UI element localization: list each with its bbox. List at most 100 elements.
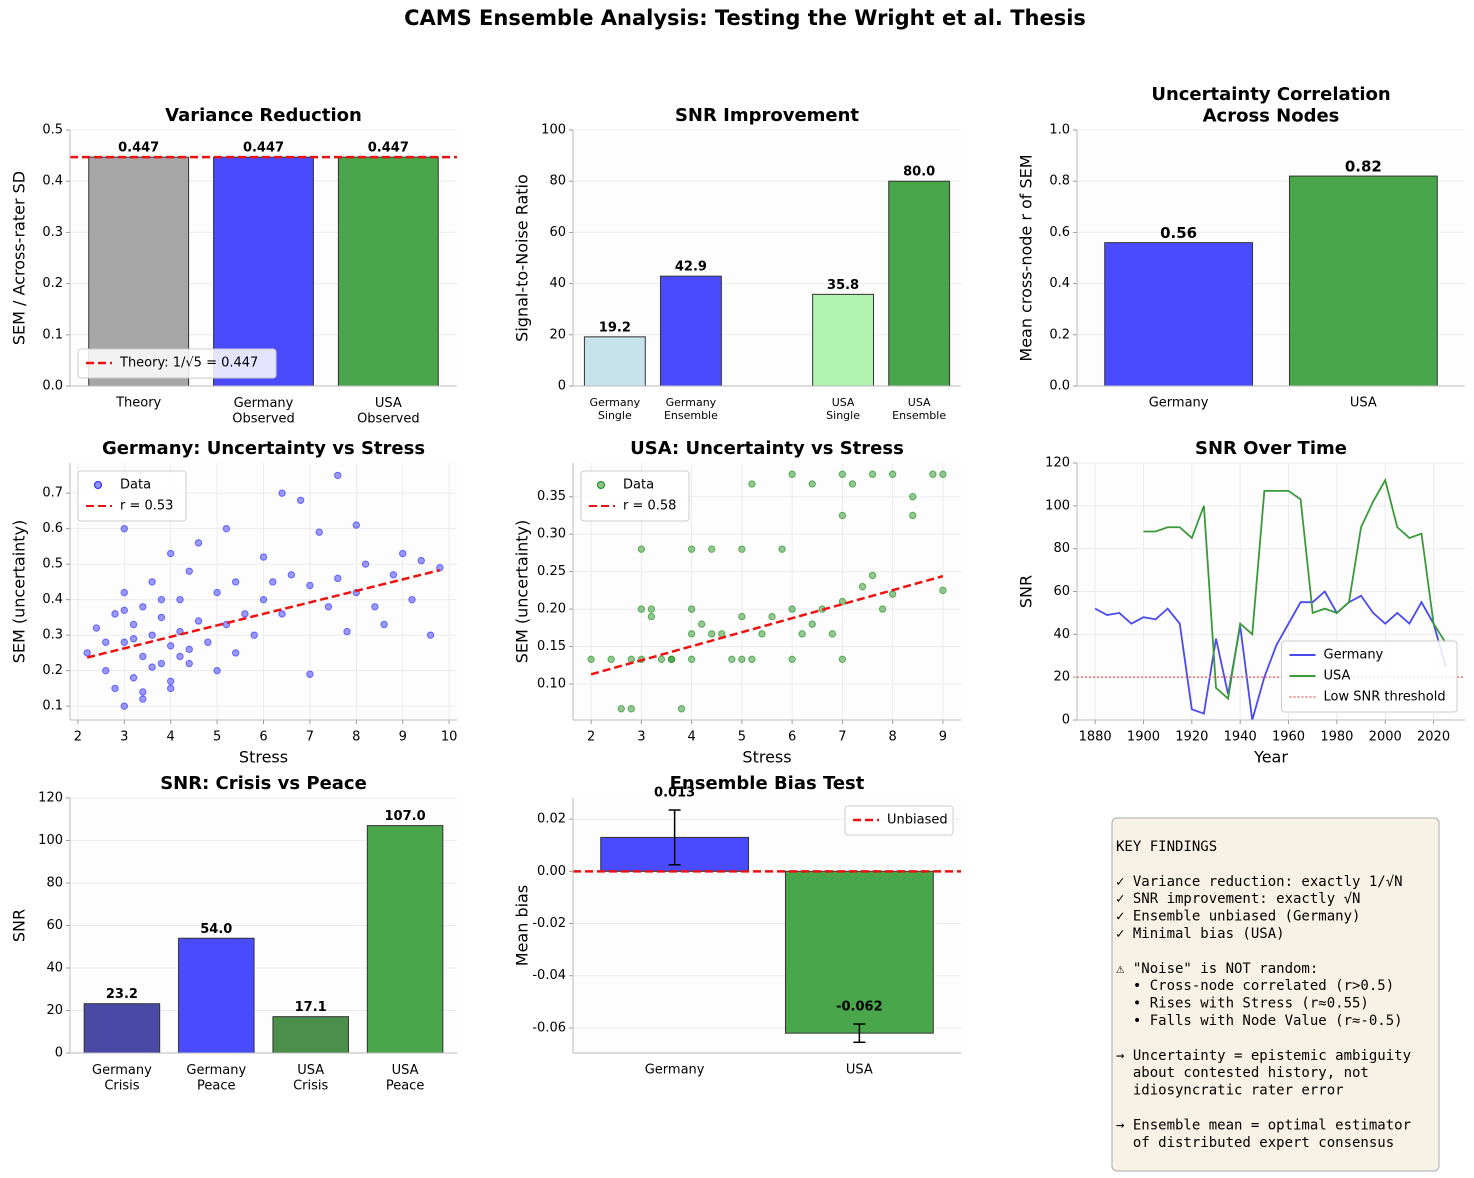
bar	[366, 825, 444, 1054]
x-tick-label: 1920	[1175, 730, 1208, 745]
scatter-point	[371, 603, 379, 611]
y-axis-label: Mean bias	[513, 885, 532, 966]
legend-box	[1281, 640, 1458, 713]
legend-box	[77, 470, 187, 522]
scatter-point	[888, 470, 897, 478]
x-axis-label: Stress	[239, 748, 288, 767]
chart-title: Uncertainty Correlation Across Nodes	[1151, 84, 1390, 127]
value-label: 19.2	[599, 320, 631, 335]
scatter-point	[788, 655, 796, 664]
scatter-point	[334, 574, 342, 583]
y-tick-label: 0.8	[1049, 174, 1070, 189]
y-tick-label: 20	[1053, 670, 1070, 685]
bar	[83, 1003, 161, 1054]
scatter-point	[858, 582, 867, 591]
scatter-point	[687, 605, 696, 613]
finding-text: about contested history, not	[1116, 1065, 1369, 1081]
scatter-point	[278, 610, 286, 618]
x-tick-label: 1880	[1079, 730, 1112, 745]
scatter-point	[213, 588, 221, 597]
chart-title: SNR Improvement	[675, 105, 859, 126]
x-tick-label: Germany Peace	[186, 1063, 246, 1094]
scatter-point	[868, 470, 877, 478]
scatter-point	[677, 705, 686, 713]
scatter-point	[231, 649, 240, 657]
y-tick-label: 120	[1045, 456, 1070, 471]
y-tick-label: 0.5	[42, 123, 63, 138]
scatter-point	[296, 496, 305, 504]
legend-box	[77, 348, 277, 379]
scatter-point	[667, 655, 676, 664]
x-tick-label: USA Ensemble	[892, 396, 946, 422]
finding-text: ✓ Minimal bias (USA)	[1116, 926, 1285, 942]
x-tick-label: Germany Ensemble	[664, 396, 718, 422]
y-tick-label: 0	[55, 1046, 63, 1061]
scatter-point	[909, 511, 917, 520]
findings-box	[1111, 817, 1440, 1172]
legend-marker	[94, 481, 102, 489]
scatter-point	[222, 524, 231, 533]
y-tick-label: 60	[1053, 584, 1070, 599]
x-tick-label: 2	[587, 730, 595, 745]
x-tick-label: 4	[687, 730, 695, 745]
legend-label: r = 0.53	[120, 499, 173, 514]
scatter-point	[129, 674, 138, 682]
y-tick-label: 20	[46, 1003, 63, 1018]
scatter-point	[185, 645, 193, 654]
scatter-point	[139, 652, 147, 661]
y-axis-label: Signal-to-Noise Ratio	[513, 174, 532, 342]
legend-label: Germany	[1324, 648, 1384, 663]
scatter-point	[148, 578, 156, 586]
legend-label: Theory: 1/√5 = 0.447	[119, 356, 258, 371]
value-label: 42.9	[675, 260, 707, 275]
x-tick-label: Germany Observed	[232, 396, 295, 427]
finding-text: • Rises with Stress (r≈0.55)	[1116, 996, 1369, 1012]
chart-title: SNR Over Time	[1195, 438, 1347, 459]
x-tick-label: Germany	[1149, 396, 1209, 411]
y-tick-label: 60	[46, 918, 63, 933]
scatter-point	[657, 655, 666, 664]
scatter-point	[102, 666, 110, 675]
scatter-point	[139, 603, 147, 611]
scatter-point	[929, 470, 937, 478]
finding-text: • Cross-node correlated (r>0.5)	[1116, 978, 1394, 994]
y-axis-label: SEM (uncertainty)	[10, 520, 29, 664]
scatter-point	[306, 670, 314, 678]
scatter-point	[587, 655, 595, 664]
legend-label: Data	[623, 478, 654, 493]
scatter-point	[808, 620, 816, 628]
y-tick-label: 0	[558, 379, 566, 394]
scatter-point	[83, 649, 91, 657]
finding-text: ✓ Variance reduction: exactly 1/√N	[1116, 874, 1403, 890]
bar	[1104, 242, 1254, 387]
scatter-point	[306, 581, 314, 590]
y-tick-label: 1.0	[1049, 123, 1070, 138]
series-line	[1143, 477, 1447, 701]
y-tick-label: 0.00	[537, 864, 566, 879]
scatter-point	[758, 630, 766, 638]
value-label: 80.0	[903, 165, 935, 180]
y-tick-label: 0.20	[537, 602, 566, 617]
scatter-point	[166, 684, 175, 693]
y-tick-label: 0.3	[42, 225, 63, 240]
scatter-point	[748, 655, 756, 664]
scatter-point	[231, 578, 240, 586]
scatter-point	[111, 610, 119, 618]
x-tick-label: Germany	[645, 1063, 705, 1078]
y-tick-label: 80	[1053, 541, 1070, 556]
scatter-point	[939, 586, 947, 595]
value-label: 107.0	[385, 809, 426, 824]
x-tick-label: 7	[306, 730, 314, 745]
scatter-point	[157, 659, 166, 668]
scatter-point	[148, 663, 156, 671]
scatter-point	[408, 595, 416, 604]
x-tick-label: Germany Single	[590, 396, 641, 422]
x-tick-label: 3	[120, 730, 128, 745]
legend-label: USA	[1324, 669, 1351, 684]
value-label: 23.2	[106, 987, 138, 1002]
scatter-point	[287, 571, 296, 579]
scatter-point	[194, 539, 203, 547]
y-axis-label: SNR	[10, 909, 29, 942]
scatter-point	[697, 620, 706, 628]
